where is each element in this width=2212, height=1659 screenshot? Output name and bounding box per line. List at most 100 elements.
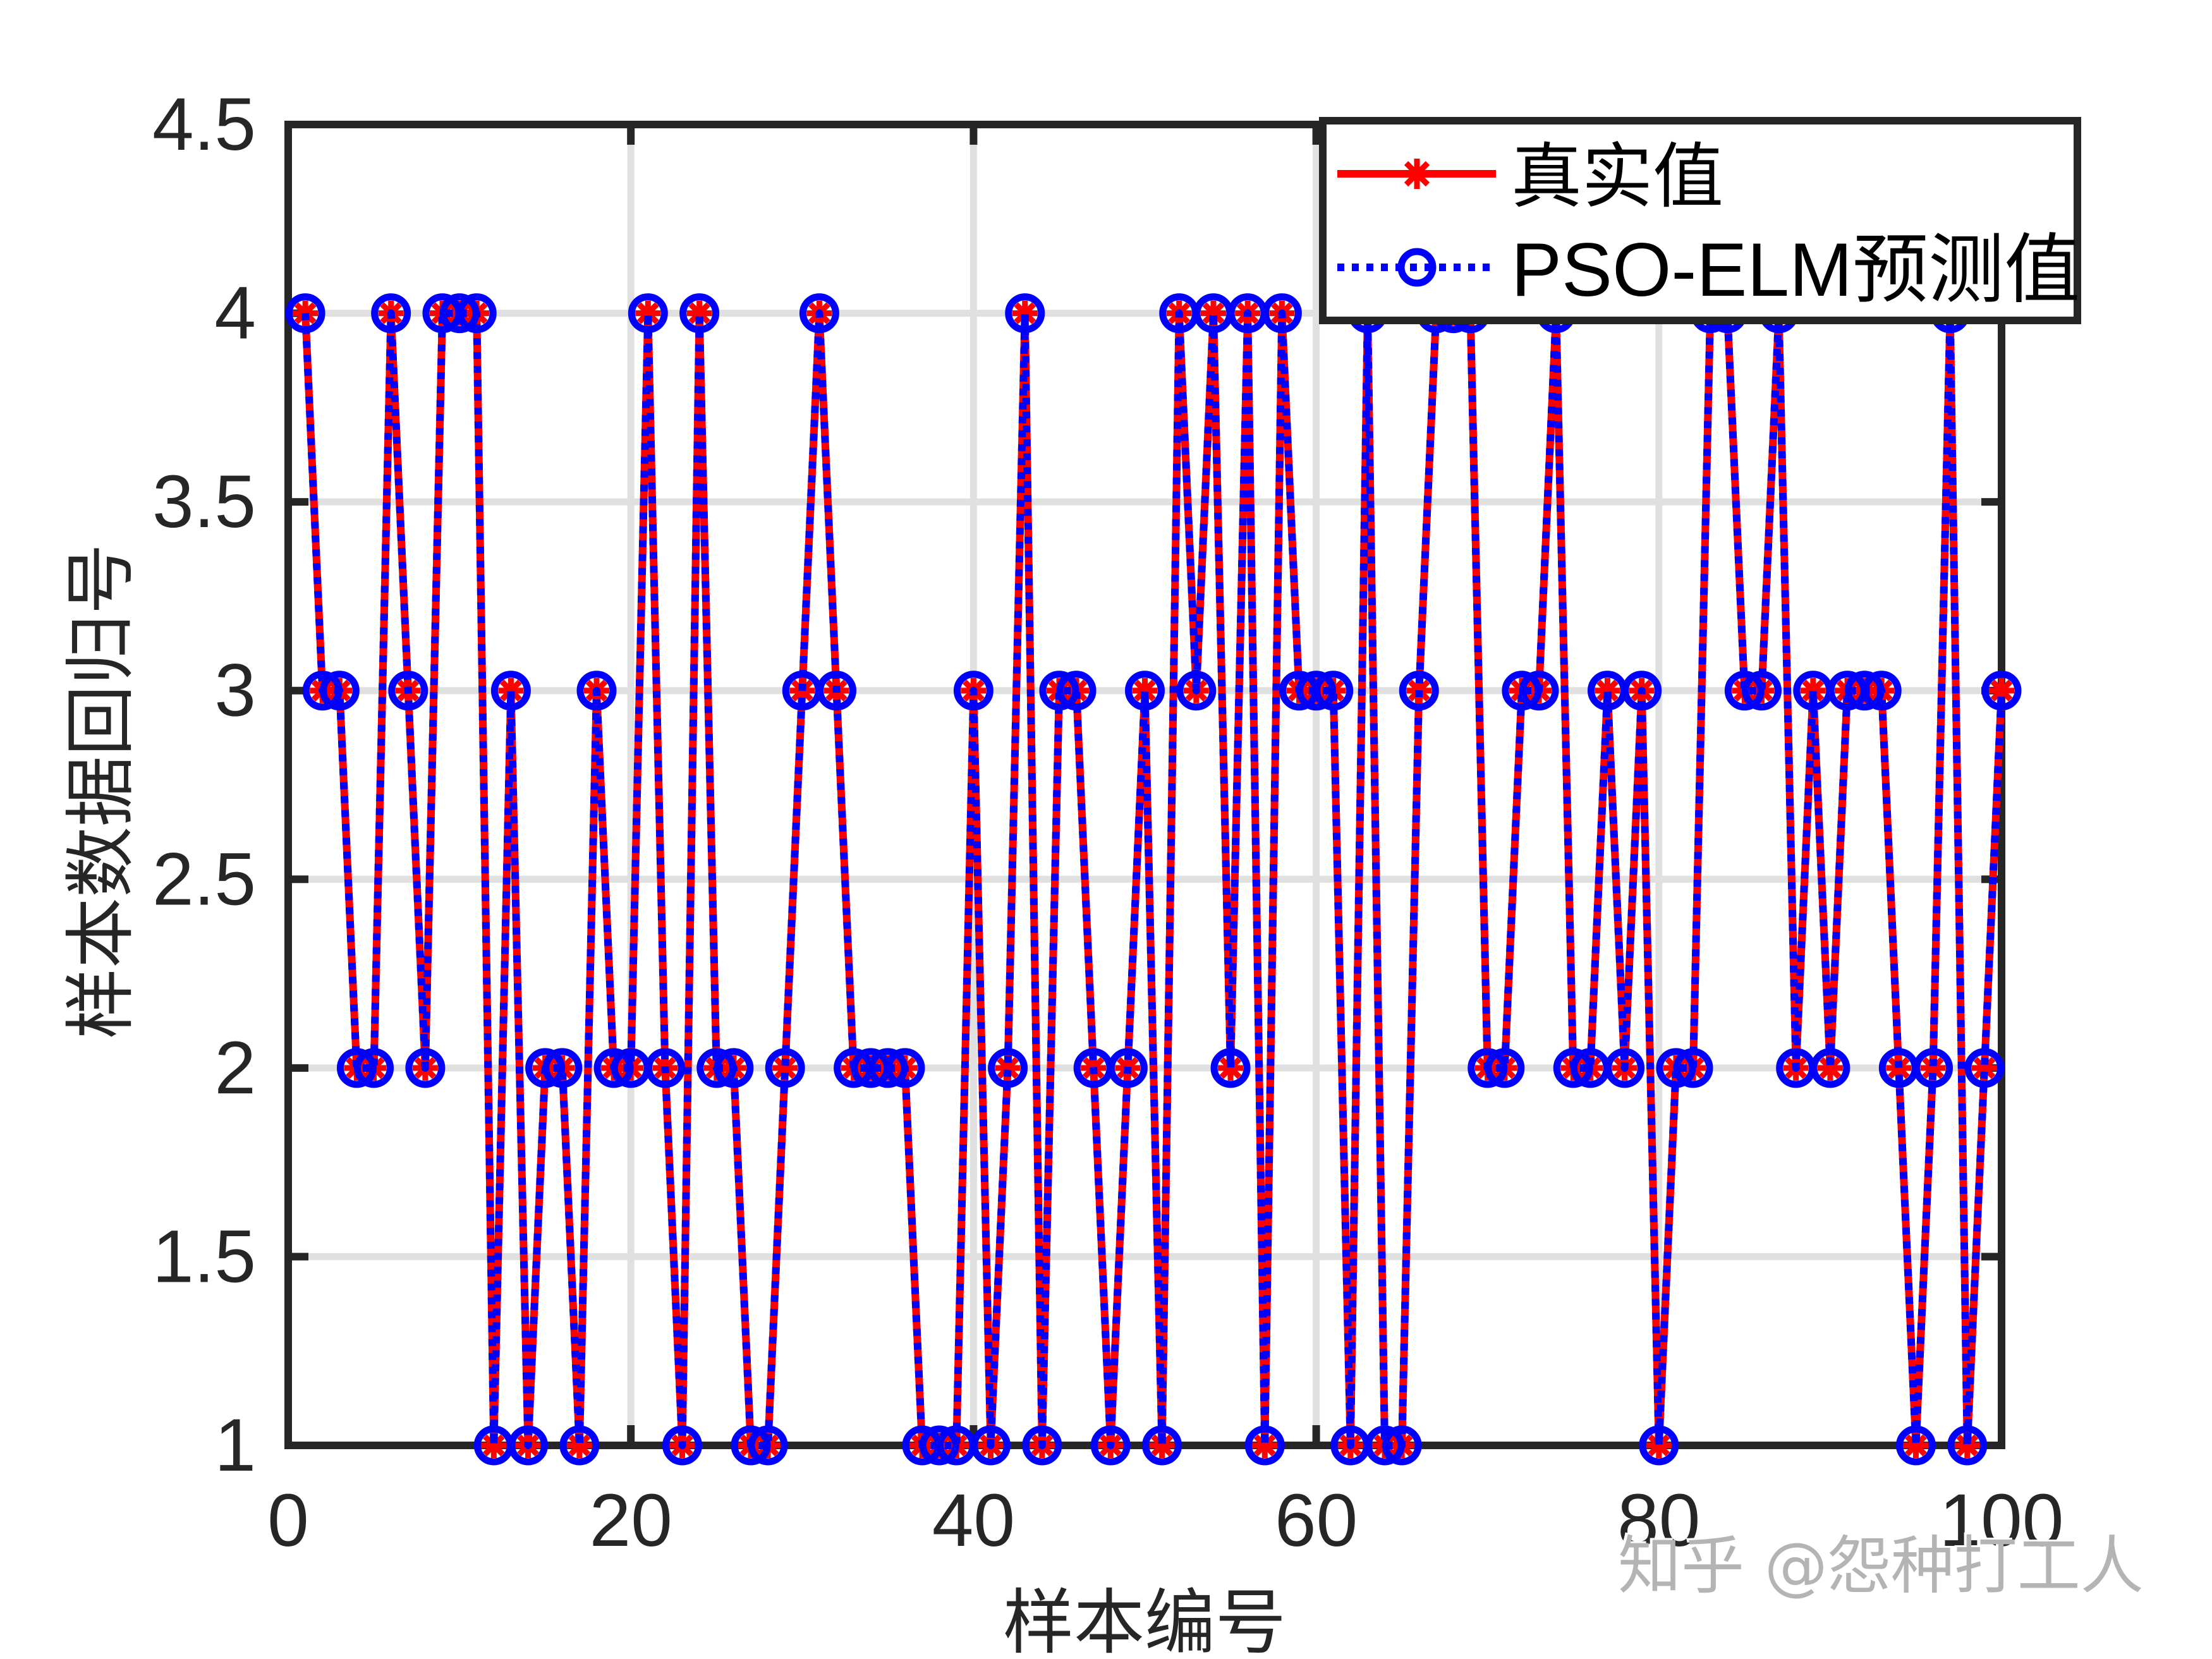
circle-marker-icon bbox=[1022, 1425, 1062, 1466]
asterisk-stroke bbox=[1990, 679, 2013, 702]
asterisk-stroke bbox=[1202, 302, 1225, 324]
circle-marker-icon bbox=[319, 671, 360, 711]
circle-marker-icon bbox=[714, 1048, 754, 1088]
circle-marker-icon bbox=[1313, 671, 1354, 711]
x-tick-label: 0 bbox=[267, 1479, 309, 1562]
circle-marker-icon bbox=[1142, 1425, 1182, 1466]
circle-marker-icon bbox=[1810, 1048, 1850, 1088]
asterisk-marker-icon bbox=[1800, 678, 1826, 703]
circle-marker-icon bbox=[662, 1425, 703, 1466]
circle-marker-icon bbox=[885, 1048, 925, 1088]
asterisk-stroke bbox=[500, 679, 522, 702]
circle-marker-icon bbox=[1399, 671, 1439, 711]
circle-marker-icon bbox=[388, 671, 428, 711]
asterisk-marker-icon bbox=[1954, 1433, 1980, 1458]
x-tick-label: 60 bbox=[1275, 1479, 1358, 1562]
asterisk-stroke bbox=[774, 1057, 796, 1079]
y-tick-labels: 1 1.5 2 2.5 3 3.5 4 4.5 bbox=[152, 83, 256, 1487]
asterisk-marker-icon bbox=[1595, 678, 1620, 703]
asterisk-stroke bbox=[1819, 1057, 1842, 1079]
asterisk-stroke bbox=[1905, 1434, 1927, 1457]
circle-marker-icon bbox=[1639, 1425, 1679, 1466]
asterisk-marker-icon bbox=[498, 678, 524, 703]
circle-marker-icon bbox=[508, 1425, 549, 1466]
legend-label-true-values: 真实值 bbox=[1511, 136, 1723, 218]
asterisk-stroke bbox=[568, 1434, 591, 1457]
y-axis-label: 样本数据回归号 bbox=[60, 544, 142, 1039]
legend-circle-glyph bbox=[1397, 248, 1437, 287]
circle-marker-icon bbox=[1913, 1048, 1954, 1088]
circle-marker-icon bbox=[525, 1048, 566, 1088]
circle-marker-icon bbox=[731, 1425, 771, 1466]
circle-marker-icon bbox=[1673, 1048, 1713, 1088]
y-tick-label: 1.5 bbox=[152, 1215, 256, 1298]
circle-marker-icon bbox=[1502, 671, 1542, 711]
x-tick-label: 40 bbox=[932, 1479, 1015, 1562]
circle-marker-icon bbox=[1553, 1048, 1593, 1088]
circle-marker-icon bbox=[988, 1048, 1028, 1088]
asterisk-stroke bbox=[636, 302, 659, 324]
circle-marker-icon bbox=[576, 671, 617, 711]
asterisk-marker-icon bbox=[1149, 1433, 1175, 1458]
circle-marker-icon bbox=[1210, 1048, 1251, 1088]
circle-marker-icon bbox=[1397, 248, 1437, 287]
circle-marker-icon bbox=[1724, 671, 1765, 711]
x-tick-label: 80 bbox=[1617, 1479, 1700, 1562]
circle-marker-icon bbox=[1981, 671, 2022, 711]
asterisk-stroke bbox=[1014, 302, 1036, 324]
circle-marker-icon bbox=[1485, 1048, 1525, 1088]
asterisk-stroke bbox=[1253, 1434, 1276, 1457]
asterisk-marker-icon bbox=[293, 300, 319, 326]
circle-marker-icon bbox=[1125, 671, 1165, 711]
x-axis-label: 样本编号 bbox=[1003, 1582, 1286, 1659]
legend-label-pso-elm-predicted: PSO-ELM预测值 bbox=[1511, 228, 2080, 312]
circle-marker-icon bbox=[628, 293, 668, 334]
circle-marker-icon bbox=[1947, 1425, 1988, 1466]
circle-marker-icon bbox=[1244, 1425, 1285, 1466]
circle-marker-icon bbox=[593, 1048, 634, 1088]
y-tick-label: 2.5 bbox=[152, 837, 256, 921]
asterisk-marker-icon bbox=[1200, 300, 1226, 326]
circle-marker-icon bbox=[302, 671, 343, 711]
asterisk-stroke bbox=[1648, 1434, 1670, 1457]
asterisk-stroke bbox=[1596, 679, 1619, 702]
asterisk-marker-icon bbox=[1402, 159, 1432, 189]
asterisk-marker-icon bbox=[1218, 1055, 1244, 1081]
circle-marker-icon bbox=[405, 1048, 446, 1088]
circle-marker-icon bbox=[1468, 1048, 1508, 1088]
circle-marker-icon bbox=[1107, 1048, 1148, 1088]
circle-marker-icon bbox=[971, 1425, 1011, 1466]
circle-marker-icon bbox=[1364, 1425, 1405, 1466]
asterisk-stroke bbox=[1973, 1057, 1996, 1079]
circle-marker-icon bbox=[490, 671, 531, 711]
circle-marker-icon bbox=[439, 293, 480, 334]
asterisk-marker-icon bbox=[1903, 1433, 1929, 1458]
circle-marker-icon bbox=[1176, 671, 1217, 711]
asterisk-stroke bbox=[482, 1434, 505, 1457]
circle-marker-icon bbox=[799, 293, 839, 334]
circle-marker-icon bbox=[1861, 671, 1902, 711]
circle-marker-icon bbox=[559, 1425, 600, 1466]
legend-asterisk-glyph bbox=[1402, 159, 1432, 189]
circle-marker-icon bbox=[1656, 1048, 1696, 1088]
x-tick-label: 100 bbox=[1940, 1479, 2064, 1562]
asterisk-stroke bbox=[1151, 1434, 1173, 1457]
circle-marker-icon bbox=[542, 1048, 583, 1088]
asterisk-marker-icon bbox=[635, 300, 661, 326]
asterisk-stroke bbox=[1134, 679, 1156, 702]
asterisk-stroke bbox=[1888, 1057, 1910, 1079]
circle-marker-icon bbox=[817, 671, 857, 711]
circle-marker-icon bbox=[1622, 671, 1662, 711]
y-tick-label: 2 bbox=[214, 1026, 256, 1110]
legend-entry-true-values: 真实值 bbox=[1337, 136, 1723, 218]
asterisk-marker-icon bbox=[481, 1433, 507, 1458]
asterisk-stroke bbox=[688, 302, 710, 324]
circle-marker-icon bbox=[1382, 1425, 1422, 1466]
circle-marker-icon bbox=[679, 293, 720, 334]
circle-marker-icon bbox=[1039, 671, 1079, 711]
x-tick-label: 20 bbox=[590, 1479, 672, 1562]
circle-marker-icon bbox=[1605, 1048, 1645, 1088]
circle-marker-icon bbox=[645, 1048, 685, 1088]
asterisk-stroke bbox=[1404, 161, 1430, 187]
